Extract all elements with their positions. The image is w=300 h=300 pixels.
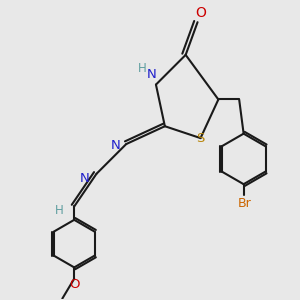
Text: O: O — [69, 278, 80, 291]
Text: N: N — [110, 139, 120, 152]
Text: O: O — [195, 6, 206, 20]
Text: H: H — [55, 204, 64, 218]
Text: N: N — [147, 68, 156, 81]
Text: H: H — [138, 62, 147, 75]
Text: S: S — [196, 132, 205, 145]
Text: Br: Br — [238, 197, 252, 210]
Text: N: N — [79, 172, 89, 185]
